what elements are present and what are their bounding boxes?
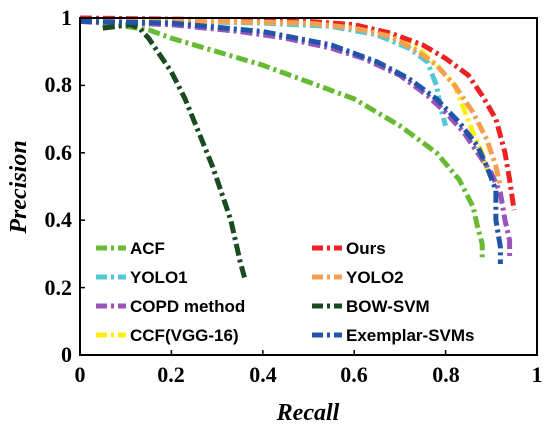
series-line-acf (79, 18, 485, 258)
y-tick-label: 0.8 (45, 72, 73, 97)
x-tick-label: 1 (532, 362, 543, 387)
y-tick-label: 0.2 (45, 275, 73, 300)
x-tick-label: 0.6 (340, 362, 368, 387)
plot-frame (79, 17, 538, 356)
legend-label-yolo2: YOLO2 (346, 268, 404, 287)
series-line-yolo1 (79, 17, 449, 127)
legend-label-bow-svm: BOW-SVM (346, 297, 430, 316)
legend-label-yolo1: YOLO1 (130, 268, 188, 287)
legend-label-ccf: CCF(VGG-16) (130, 326, 239, 345)
y-tick-label: 0.4 (45, 207, 73, 232)
legend-label-exemplar-svms: Exemplar-SVMs (346, 326, 475, 345)
legend-label-copd: COPD method (130, 297, 245, 316)
legend-label-ours: Ours (346, 239, 386, 258)
x-tick-label: 0 (75, 362, 86, 387)
series-line-yolo2 (79, 17, 503, 188)
legend-label-acf: ACF (130, 239, 165, 258)
legend: ACF YOLO1 COPD method CCF(VGG-16) Ours Y… (96, 239, 475, 345)
y-tick-label: 1 (61, 5, 72, 30)
series-line-exemplar-svms (79, 18, 503, 264)
y-tick-label: 0 (61, 342, 72, 367)
series-line-ours (79, 15, 517, 211)
x-tick-label: 0.4 (249, 362, 277, 387)
x-tick-label: 0.2 (157, 362, 185, 387)
curves-layer (79, 15, 517, 279)
series-line-bow-svm (102, 22, 247, 279)
series-line-copd-method (79, 18, 513, 258)
x-axis-title: Recall (276, 400, 340, 426)
axis-ticks (79, 17, 538, 356)
y-axis-title: Precision (6, 140, 32, 234)
x-tick-label: 0.8 (432, 362, 460, 387)
y-tick-label: 0.6 (45, 140, 73, 165)
